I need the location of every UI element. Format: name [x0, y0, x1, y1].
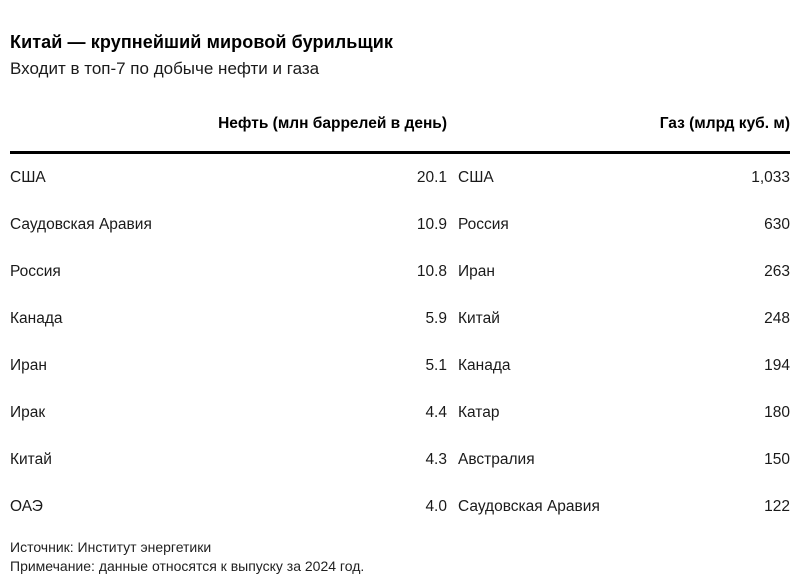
table-row: ОАЭ 4.0 Саудовская Аравия 122: [10, 483, 790, 530]
table-row: США 20.1 США 1,033: [10, 154, 790, 201]
data-note: Примечание: данные относятся к выпуску з…: [10, 558, 365, 574]
oil-country: Ирак: [10, 404, 46, 421]
ranking-tables: Нефть (млн баррелей в день) Газ (млрд ку…: [10, 114, 790, 530]
source-note: Источник: Институт энергетики: [10, 539, 212, 555]
gas-column-header: Газ (млрд куб. м): [659, 115, 790, 132]
page-title: Китай — крупнейший мировой бурильщик: [10, 32, 394, 52]
gas-value: 122: [764, 498, 790, 515]
oil-value: 4.0: [425, 498, 447, 515]
table-header-row: Нефть (млн баррелей в день) Газ (млрд ку…: [10, 114, 790, 154]
page-subtitle: Входит в топ-7 по добыче нефти и газа: [10, 59, 320, 78]
gas-country: Россия: [458, 216, 509, 233]
gas-value: 180: [764, 404, 790, 421]
oil-country: Саудовская Аравия: [10, 216, 152, 233]
gas-value: 1,033: [751, 169, 790, 186]
gas-country: Канада: [458, 357, 511, 374]
oil-country: Россия: [10, 263, 61, 280]
oil-column-header: Нефть (млн баррелей в день): [218, 115, 447, 132]
oil-value: 4.4: [425, 404, 447, 421]
oil-value: 5.9: [425, 310, 447, 327]
oil-value: 20.1: [416, 169, 447, 186]
gas-value: 263: [764, 263, 790, 280]
footnotes: Источник: Институт энергетики Примечание…: [10, 538, 790, 576]
oil-country: ОАЭ: [10, 498, 43, 515]
oil-value: 5.1: [425, 357, 447, 374]
gas-value: 630: [764, 216, 790, 233]
table-row: Россия 10.8 Иран 263: [10, 248, 790, 295]
gas-country: Австралия: [458, 451, 535, 468]
gas-value: 248: [764, 310, 790, 327]
oil-country: США: [10, 169, 46, 186]
oil-country: Иран: [10, 357, 47, 374]
gas-value: 150: [764, 451, 790, 468]
gas-country: Китай: [458, 310, 500, 327]
table-row: Канада 5.9 Китай 248: [10, 295, 790, 342]
gas-country: Саудовская Аравия: [458, 498, 600, 515]
table-row: Ирак 4.4 Катар 180: [10, 389, 790, 436]
table-row: Иран 5.1 Канада 194: [10, 342, 790, 389]
table-row: Китай 4.3 Австралия 150: [10, 436, 790, 483]
oil-country: Китай: [10, 451, 52, 468]
gas-value: 194: [764, 357, 790, 374]
oil-value: 10.8: [416, 263, 447, 280]
table-row: Саудовская Аравия 10.9 Россия 630: [10, 201, 790, 248]
oil-value: 4.3: [425, 451, 447, 468]
oil-value: 10.9: [416, 216, 447, 233]
gas-country: США: [458, 169, 494, 186]
gas-country: Катар: [458, 404, 500, 421]
oil-country: Канада: [10, 310, 63, 327]
gas-country: Иран: [458, 263, 495, 280]
